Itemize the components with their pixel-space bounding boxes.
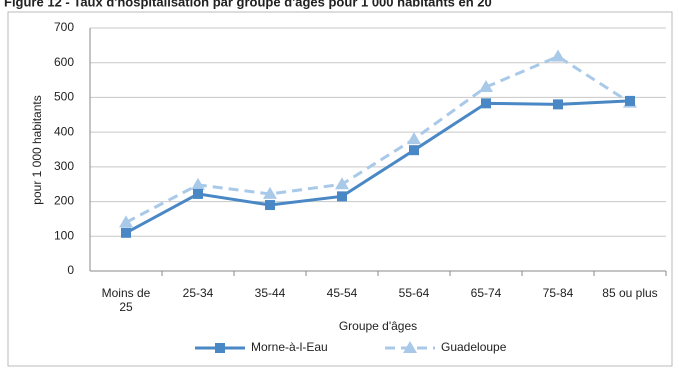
data-point [191, 177, 205, 190]
series-line [125, 54, 631, 224]
data-point [625, 95, 635, 106]
y-tick-label: 200 [54, 194, 74, 208]
data-point [479, 80, 493, 93]
data-point [337, 191, 347, 202]
legend-label: Morne-à-l-Eau [251, 340, 328, 354]
x-tick-label: 45-54 [326, 286, 358, 300]
y-tick-label: 500 [54, 90, 74, 104]
data-point [263, 186, 277, 199]
x-tick-label: Moins de 25 [101, 286, 151, 314]
y-tick-label: 0 [67, 263, 74, 277]
data-point [551, 49, 565, 62]
data-point [119, 215, 133, 228]
x-tick-label: 55-64 [398, 286, 430, 300]
x-tick-label: 75-84 [542, 286, 574, 300]
x-tick-label: 65-74 [470, 286, 502, 300]
series-line [125, 99, 631, 235]
data-point [335, 177, 349, 190]
data-point [553, 99, 563, 110]
y-tick-label: 700 [54, 20, 74, 34]
y-tick-label: 300 [54, 159, 74, 173]
x-tick-label: 35-44 [254, 286, 286, 300]
data-point [481, 98, 491, 109]
legend-label: Guadeloupe [441, 340, 507, 354]
y-tick-label: 400 [54, 124, 74, 138]
chart-title: Figure 12 - Taux d'hospitalisation par g… [4, 0, 492, 9]
data-point [265, 200, 275, 211]
x-tick-label: 85 ou plus [602, 286, 658, 300]
y-axis-title: pour 1 000 habitants [30, 95, 44, 204]
legend-marker [215, 343, 225, 353]
chart-frame [7, 11, 673, 367]
x-tick-label: 25-34 [182, 286, 214, 300]
data-point [193, 188, 203, 199]
data-point [409, 145, 419, 156]
legend-marker [403, 341, 417, 353]
data-point [121, 227, 131, 238]
data-point [407, 132, 421, 145]
y-tick-label: 100 [54, 228, 74, 242]
y-tick-label: 600 [54, 55, 74, 69]
x-axis-title: Groupe d'âges [339, 319, 417, 333]
